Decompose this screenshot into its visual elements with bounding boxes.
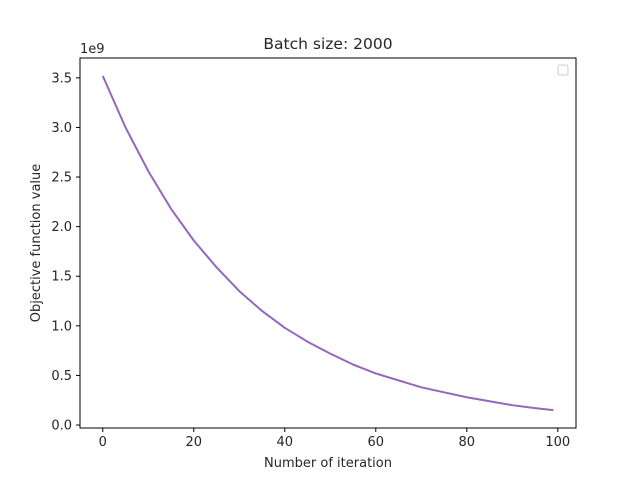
y-axis-title: Objective function value [29,164,44,323]
series-line [101,75,554,412]
plot-area: 0 20 40 60 80 100 0.0 0.5 1.0 1.5 2.0 2.5 3.0 3.5 [51,71,570,450]
y-offset-label: 1e9 [80,42,105,57]
x-axis-title: Number of iteration [264,456,392,471]
x-tick-label: 60 [368,435,385,450]
x-tick-label: 0 [99,435,107,450]
y-tick-label: 0.0 [51,419,72,434]
y-tick-label: 1.5 [51,270,72,285]
y-tick-label: 2.5 [51,171,72,186]
x-tick-label: 100 [545,435,570,450]
y-tick-label: 3.0 [51,121,72,136]
y-tick-label: 2.0 [51,220,72,235]
plot-frame [79,57,577,429]
y-tick-label: 1.0 [51,319,72,334]
chart-title: Batch size: 2000 [263,35,392,53]
x-tick-label: 40 [276,435,293,450]
legend-box [557,64,569,76]
x-tick-label: 20 [185,435,202,450]
y-tick-label: 3.5 [51,71,72,86]
x-tick-label: 80 [459,435,476,450]
y-tick-label: 0.5 [51,369,72,384]
